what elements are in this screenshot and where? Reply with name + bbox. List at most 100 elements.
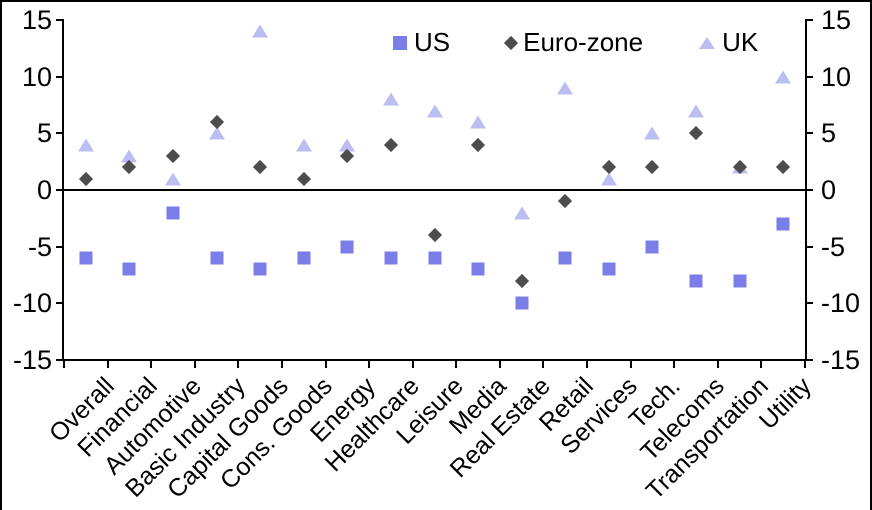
y-axis-tick-right bbox=[805, 189, 813, 191]
marker-euro-zone bbox=[514, 273, 529, 288]
y-axis-tick-right bbox=[805, 245, 813, 248]
legend-item-euro-zone: Euro-zone bbox=[504, 27, 644, 58]
x-axis-tick bbox=[150, 359, 153, 368]
marker-us bbox=[515, 296, 529, 310]
marker-uk bbox=[600, 172, 617, 186]
y-axis-tick-label-left: 15 bbox=[21, 5, 52, 35]
y-axis-tick-right bbox=[805, 132, 813, 135]
marker-euro-zone bbox=[383, 137, 398, 152]
marker-uk bbox=[557, 81, 574, 95]
x-axis-line bbox=[62, 359, 807, 361]
marker-uk bbox=[252, 24, 269, 38]
x-axis-tick bbox=[804, 359, 806, 368]
y-axis-tick-right bbox=[805, 75, 813, 78]
marker-us bbox=[602, 262, 616, 276]
marker-uk bbox=[164, 172, 181, 186]
marker-us bbox=[384, 251, 398, 265]
x-axis-tick bbox=[716, 359, 719, 368]
x-axis-tick bbox=[542, 359, 545, 368]
marker-uk bbox=[775, 70, 792, 84]
y-axis-tick-left bbox=[56, 75, 64, 78]
marker-us bbox=[428, 251, 441, 265]
marker-uk bbox=[688, 104, 705, 118]
x-axis-tick bbox=[106, 359, 109, 368]
marker-uk bbox=[470, 115, 487, 129]
y-axis-tick-label-left: -10 bbox=[12, 288, 52, 319]
x-axis-tick bbox=[629, 359, 632, 368]
marker-us bbox=[340, 240, 354, 254]
x-axis-tick bbox=[63, 359, 65, 368]
marker-uk bbox=[339, 138, 356, 152]
y-axis-tick-left bbox=[56, 245, 64, 248]
marker-us bbox=[558, 251, 572, 265]
marker-us bbox=[122, 262, 136, 276]
marker-uk bbox=[295, 138, 312, 152]
y-axis-tick-right bbox=[805, 19, 813, 21]
marker-uk bbox=[382, 92, 399, 106]
marker-us bbox=[689, 274, 703, 288]
marker-euro-zone bbox=[645, 160, 660, 175]
legend-label: UK bbox=[722, 27, 759, 57]
y-axis-tick-label-left: -15 bbox=[12, 345, 52, 375]
y-axis-tick-label-right: 15 bbox=[821, 5, 852, 35]
zero-baseline bbox=[64, 189, 805, 191]
legend-triangle-icon bbox=[699, 36, 716, 49]
marker-us bbox=[297, 251, 311, 265]
y-axis-tick-left bbox=[56, 302, 64, 305]
legend-item-us: US bbox=[393, 27, 450, 58]
marker-uk bbox=[77, 138, 94, 152]
legend-diamond-icon bbox=[504, 35, 519, 50]
marker-us bbox=[253, 262, 267, 276]
y-axis-tick-label-left: 0 bbox=[36, 175, 52, 205]
marker-uk bbox=[208, 126, 225, 140]
x-axis-tick bbox=[498, 359, 501, 368]
marker-uk bbox=[426, 104, 443, 118]
y-axis-tick-right bbox=[805, 359, 813, 361]
x-axis-tick bbox=[586, 359, 589, 368]
marker-euro-zone bbox=[296, 171, 311, 186]
x-axis-tick bbox=[673, 359, 676, 368]
marker-euro-zone bbox=[165, 148, 181, 164]
marker-us bbox=[733, 274, 747, 288]
y-axis-tick-label-right: 5 bbox=[821, 118, 837, 149]
marker-uk bbox=[644, 126, 661, 140]
x-axis-tick bbox=[237, 359, 240, 368]
marker-us bbox=[166, 206, 180, 220]
y-axis-tick-label-right: 0 bbox=[821, 175, 837, 205]
marker-euro-zone bbox=[78, 171, 93, 186]
marker-us bbox=[79, 251, 93, 265]
y-axis-tick-label-right: 10 bbox=[821, 61, 852, 92]
x-axis-tick bbox=[368, 359, 371, 368]
y-axis-tick-label-left: -5 bbox=[27, 231, 52, 262]
y-axis-tick-left bbox=[56, 132, 64, 135]
y-axis-tick-left bbox=[56, 189, 64, 191]
y-axis-tick-label-right: -5 bbox=[821, 231, 846, 262]
marker-us bbox=[210, 251, 224, 265]
y-axis-tick-label-right: -15 bbox=[821, 345, 861, 375]
legend-label: Euro-zone bbox=[523, 27, 644, 57]
x-axis-tick bbox=[280, 359, 283, 368]
x-axis-tick bbox=[760, 359, 763, 368]
y-axis-tick-left bbox=[56, 359, 64, 361]
x-axis-tick bbox=[411, 359, 414, 368]
y-axis-tick-label-left: 5 bbox=[36, 118, 52, 149]
legend-square-icon bbox=[393, 35, 407, 50]
marker-us bbox=[471, 262, 485, 276]
marker-euro-zone bbox=[776, 160, 791, 175]
x-axis-tick bbox=[324, 359, 327, 368]
chart-legend: US Euro-zone UK bbox=[393, 27, 758, 58]
marker-uk bbox=[121, 149, 138, 163]
y-axis-tick-left bbox=[56, 19, 64, 21]
marker-uk bbox=[513, 206, 530, 220]
marker-euro-zone bbox=[427, 228, 442, 243]
x-axis-tick bbox=[455, 359, 458, 368]
marker-us bbox=[776, 217, 790, 231]
marker-euro-zone bbox=[253, 160, 268, 175]
y-axis-tick-label-left: 10 bbox=[21, 61, 52, 92]
marker-euro-zone bbox=[558, 194, 573, 209]
legend-item-uk: UK bbox=[699, 27, 758, 58]
x-axis-tick bbox=[193, 359, 196, 368]
legend-label: US bbox=[414, 27, 451, 57]
marker-euro-zone bbox=[471, 137, 486, 152]
